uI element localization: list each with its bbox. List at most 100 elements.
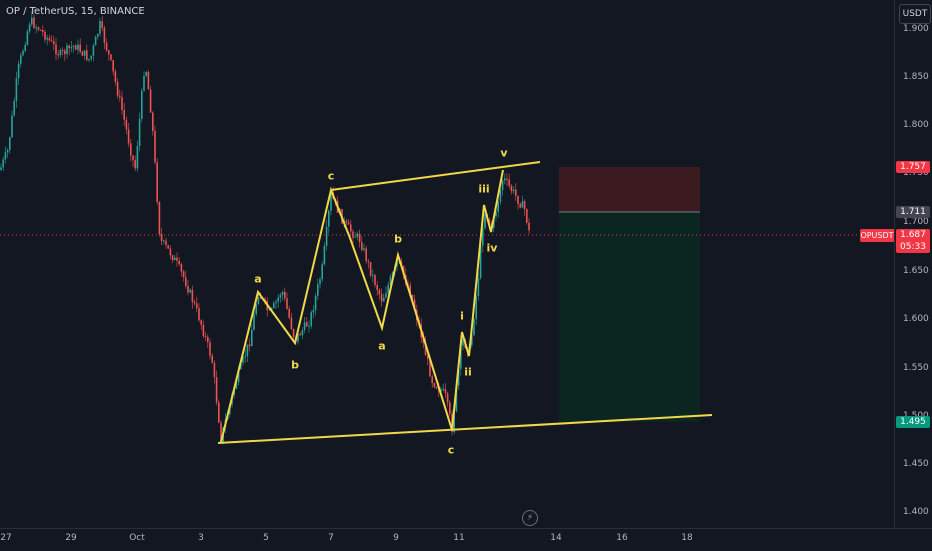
candle-body	[39, 29, 42, 31]
candles-group	[0, 11, 530, 445]
candle-body	[156, 162, 158, 203]
candle-body	[319, 279, 321, 285]
candle-body	[185, 277, 187, 287]
candle-body	[105, 42, 108, 51]
time-tick: 3	[198, 533, 204, 543]
candle-body	[361, 242, 363, 250]
candle-body	[134, 160, 136, 169]
candle-body	[90, 55, 92, 59]
candle-body	[350, 224, 352, 232]
candle-body	[347, 222, 350, 225]
candle-body	[512, 189, 515, 192]
candle-body	[345, 220, 348, 223]
candle-body	[158, 202, 161, 235]
candle-body	[497, 201, 499, 212]
price-tick: 1.800	[903, 120, 929, 130]
candle-body	[385, 293, 387, 298]
candle-body	[273, 303, 275, 309]
candle-body	[167, 245, 169, 249]
candle-body	[176, 257, 178, 261]
candle-body	[198, 308, 200, 321]
candle-body	[471, 335, 473, 346]
candle-body	[365, 248, 367, 262]
last-price-tag: 1.687	[896, 229, 930, 241]
candle-body	[427, 355, 429, 359]
upper-trendline[interactable]	[330, 161, 541, 191]
candle-body	[268, 309, 271, 311]
take-profit-zone[interactable]	[559, 212, 700, 422]
currency-button[interactable]: USDT	[899, 4, 931, 24]
candle-body	[180, 264, 183, 272]
candle-body	[112, 59, 114, 72]
candle-body	[506, 178, 508, 180]
price-tick: 1.850	[903, 72, 929, 82]
candle-body	[4, 152, 7, 160]
price-tick: 1.900	[903, 24, 929, 34]
candle-body	[189, 289, 191, 293]
candle-body	[281, 291, 284, 296]
candle-body	[488, 219, 491, 223]
wave-label-i: i	[460, 309, 464, 323]
symbol-title[interactable]: OP / TetherUS, 15, BINANCE	[6, 6, 145, 17]
candle-body	[130, 143, 132, 156]
candle-body	[510, 185, 513, 192]
candle-body	[446, 393, 449, 403]
candle-body	[314, 295, 317, 310]
price-axis[interactable]: USDT 1.900 1.850 1.800 1.750 1.700 1.650…	[894, 0, 932, 528]
candle-body	[504, 178, 506, 181]
candle-body	[325, 226, 328, 246]
candle-body	[37, 27, 40, 30]
candle-body	[17, 63, 20, 79]
time-tick: 11	[453, 533, 465, 543]
candle-body	[215, 377, 218, 403]
candle-body	[171, 255, 174, 261]
candle-body	[248, 344, 251, 347]
entry-price-tag: 1.711	[896, 206, 930, 218]
lightning-icon[interactable]: ⚡	[522, 510, 538, 526]
candle-body	[22, 50, 24, 56]
candle-body	[424, 343, 427, 356]
candle-body	[94, 36, 97, 46]
candle-body	[143, 75, 145, 91]
time-tick: 27	[0, 533, 12, 543]
time-tick: 9	[393, 533, 399, 543]
candle-body	[68, 45, 70, 49]
price-chart[interactable]	[0, 0, 894, 528]
time-axis[interactable]: 27 29 Oct 3 5 7 9 11 14 16 18	[0, 528, 932, 551]
candle-body	[429, 358, 431, 377]
candle-body	[288, 308, 290, 318]
candle-body	[59, 49, 62, 56]
candle-body	[449, 402, 451, 414]
price-tick: 1.550	[903, 363, 929, 373]
candle-body	[462, 339, 464, 346]
candle-body	[310, 312, 312, 326]
candle-body	[160, 234, 163, 242]
candle-body	[275, 301, 277, 304]
candle-body	[308, 325, 310, 327]
candle-body	[499, 189, 502, 202]
candle-body	[15, 78, 18, 102]
candle-body	[154, 130, 156, 163]
candle-body	[484, 214, 486, 229]
candle-body	[286, 298, 288, 309]
candle-body	[149, 89, 152, 113]
candle-body	[99, 21, 101, 34]
stop-loss-zone[interactable]	[559, 167, 700, 212]
lower-trendline[interactable]	[217, 414, 713, 444]
candle-body	[396, 262, 398, 267]
candle-body	[218, 402, 220, 423]
candle-body	[53, 41, 55, 45]
candle-body	[152, 112, 154, 131]
wave-label-c1: c	[327, 169, 335, 183]
time-tick: 18	[681, 533, 693, 543]
chart-area[interactable]: OP / TetherUS, 15, BINANCE a b c b a c i…	[0, 0, 894, 528]
candle-body	[383, 297, 385, 302]
candle-body	[13, 101, 15, 116]
candle-body	[387, 284, 389, 294]
time-tick: 16	[616, 533, 628, 543]
time-tick: 5	[263, 533, 269, 543]
candle-body	[79, 44, 81, 52]
price-tick: 1.450	[903, 459, 929, 469]
price-tick: 1.400	[903, 507, 929, 517]
candle-body	[358, 233, 361, 243]
